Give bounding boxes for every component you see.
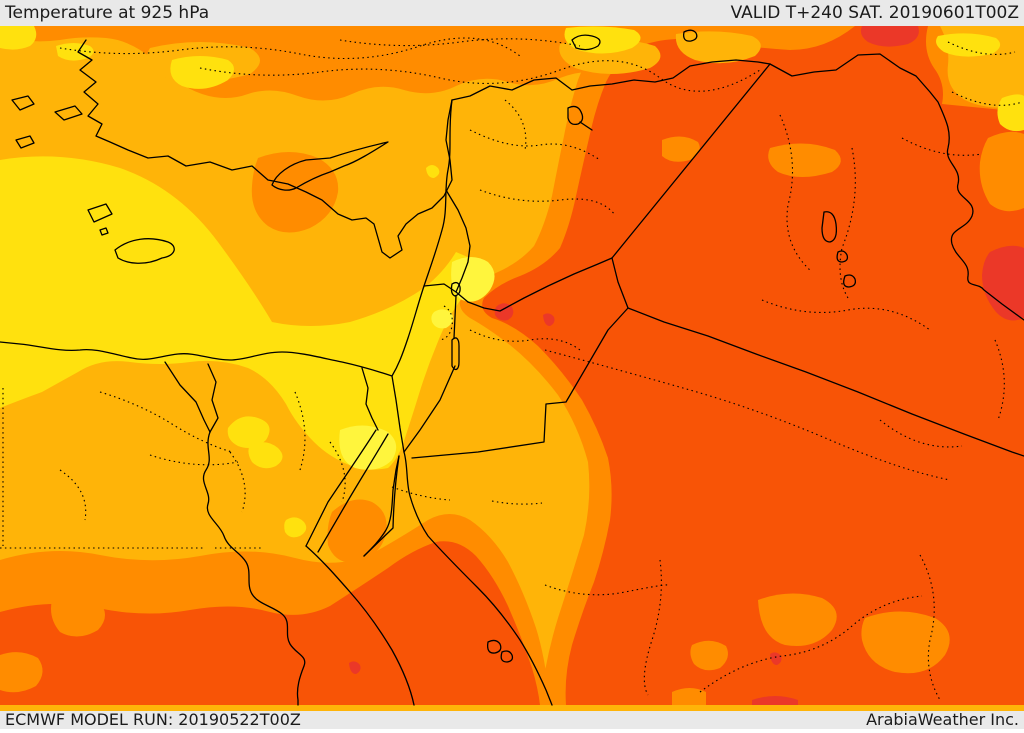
valid-time-label: VALID T+240 SAT. 20190601T00Z (730, 2, 1019, 23)
temperature-band-bright-yellow (339, 257, 495, 470)
brand-label: ArabiaWeather Inc. (866, 710, 1019, 729)
header-bar: Temperature at 925 hPa VALID T+240 SAT. … (0, 0, 1024, 26)
temperature-orange-pockets (0, 131, 1024, 705)
coastlines-and-borders (0, 29, 1024, 706)
temperature-band-dark-orange (0, 26, 1024, 705)
temperature-band-red (349, 26, 1024, 705)
footer-bar: ECMWF MODEL RUN: 20190522T00Z ArabiaWeat… (0, 711, 1024, 729)
map-title: Temperature at 925 hPa (5, 2, 210, 23)
model-run-label: ECMWF MODEL RUN: 20190522T00Z (5, 710, 301, 729)
temperature-band-yellow (0, 26, 1024, 538)
admin-boundaries-dotted (0, 37, 1023, 701)
